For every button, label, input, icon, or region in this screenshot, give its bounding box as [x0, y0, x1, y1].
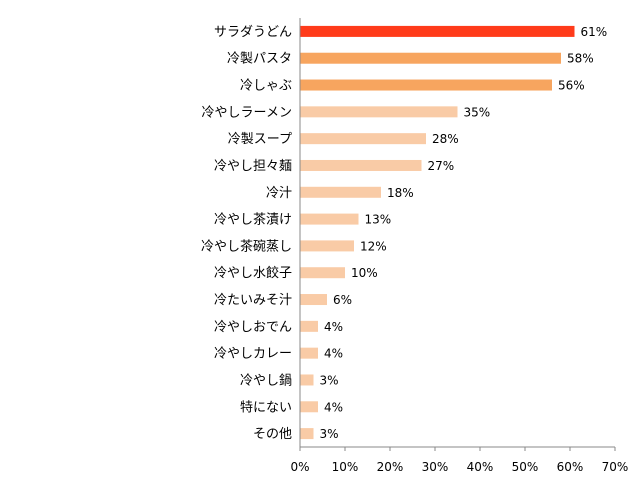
bar-10	[300, 294, 327, 306]
value-label-6: 18%	[387, 186, 414, 200]
value-labels: 61% 58% 56% 35% 28% 27% 18% 13% 12% 10% 6% 4% 4% 3% 4%…	[320, 25, 608, 441]
value-label-9: 10%	[351, 266, 378, 280]
value-label-0: 61%	[581, 25, 608, 39]
x-tick-label-1: 10%	[332, 460, 359, 474]
x-tick-label-7: 70%	[602, 460, 629, 474]
category-label-2: 冷しゃぶ	[240, 79, 292, 94]
value-label-1: 58%	[567, 52, 594, 66]
value-label-2: 56%	[558, 79, 585, 93]
bar-11	[300, 320, 318, 332]
x-tick-label-5: 50%	[512, 460, 539, 474]
bar-9	[300, 267, 345, 279]
value-label-14: 4%	[324, 400, 343, 414]
bar-1	[300, 52, 561, 64]
category-label-8: 冷やし茶碗蒸し	[201, 238, 292, 254]
value-label-3: 35%	[464, 105, 491, 119]
bars-group	[300, 25, 575, 440]
value-label-5: 27%	[428, 159, 455, 173]
bar-15	[300, 428, 314, 440]
category-label-14: 特にない	[240, 400, 292, 415]
x-tick-label-0: 0%	[290, 460, 309, 474]
category-label-9: 冷やし水餃子	[214, 265, 292, 281]
bar-8	[300, 240, 354, 252]
category-label-10: 冷たいみそ汁	[214, 293, 292, 308]
bar-14	[300, 401, 318, 413]
x-tick-label-3: 30%	[422, 460, 449, 474]
bar-0	[300, 25, 575, 37]
value-label-10: 6%	[333, 293, 352, 307]
value-label-11: 4%	[324, 320, 343, 334]
category-label-11: 冷やしおでん	[214, 320, 292, 335]
category-label-13: 冷やし鍋	[240, 372, 292, 388]
value-label-15: 3%	[320, 427, 339, 441]
category-label-5: 冷やし担々麺	[214, 159, 292, 174]
bar-5	[300, 159, 422, 171]
x-tick-label-2: 20%	[377, 460, 404, 474]
value-label-7: 13%	[365, 213, 392, 227]
bar-7	[300, 213, 359, 225]
x-axis-ticks: 0% 10% 20% 30% 40% 50% 60% 70%	[290, 447, 628, 474]
value-label-12: 4%	[324, 347, 343, 361]
category-label-1: 冷製パスタ	[227, 52, 292, 67]
value-label-13: 3%	[320, 373, 339, 387]
value-label-4: 28%	[432, 132, 459, 146]
category-label-7: 冷やし茶漬け	[214, 212, 292, 228]
category-label-6: 冷汁	[266, 186, 292, 201]
x-tick-label-4: 40%	[467, 460, 494, 474]
category-label-3: 冷やしラーメン	[202, 105, 292, 120]
bar-6	[300, 186, 381, 198]
bar-2	[300, 79, 552, 91]
x-tick-label-6: 60%	[557, 460, 584, 474]
category-labels: サラダうどん冷製パスタ冷しゃぶ冷やしラーメン冷製スープ冷やし担々麺冷汁冷やし茶漬…	[201, 25, 292, 442]
value-label-8: 12%	[360, 239, 387, 253]
bar-13	[300, 374, 314, 386]
category-label-0: サラダうどん	[214, 25, 292, 40]
bar-3	[300, 106, 458, 118]
category-label-15: その他	[253, 427, 292, 442]
category-label-4: 冷製スープ	[228, 132, 292, 147]
bar-12	[300, 347, 318, 359]
bar-4	[300, 133, 426, 145]
category-label-12: 冷やしカレー	[214, 347, 292, 362]
